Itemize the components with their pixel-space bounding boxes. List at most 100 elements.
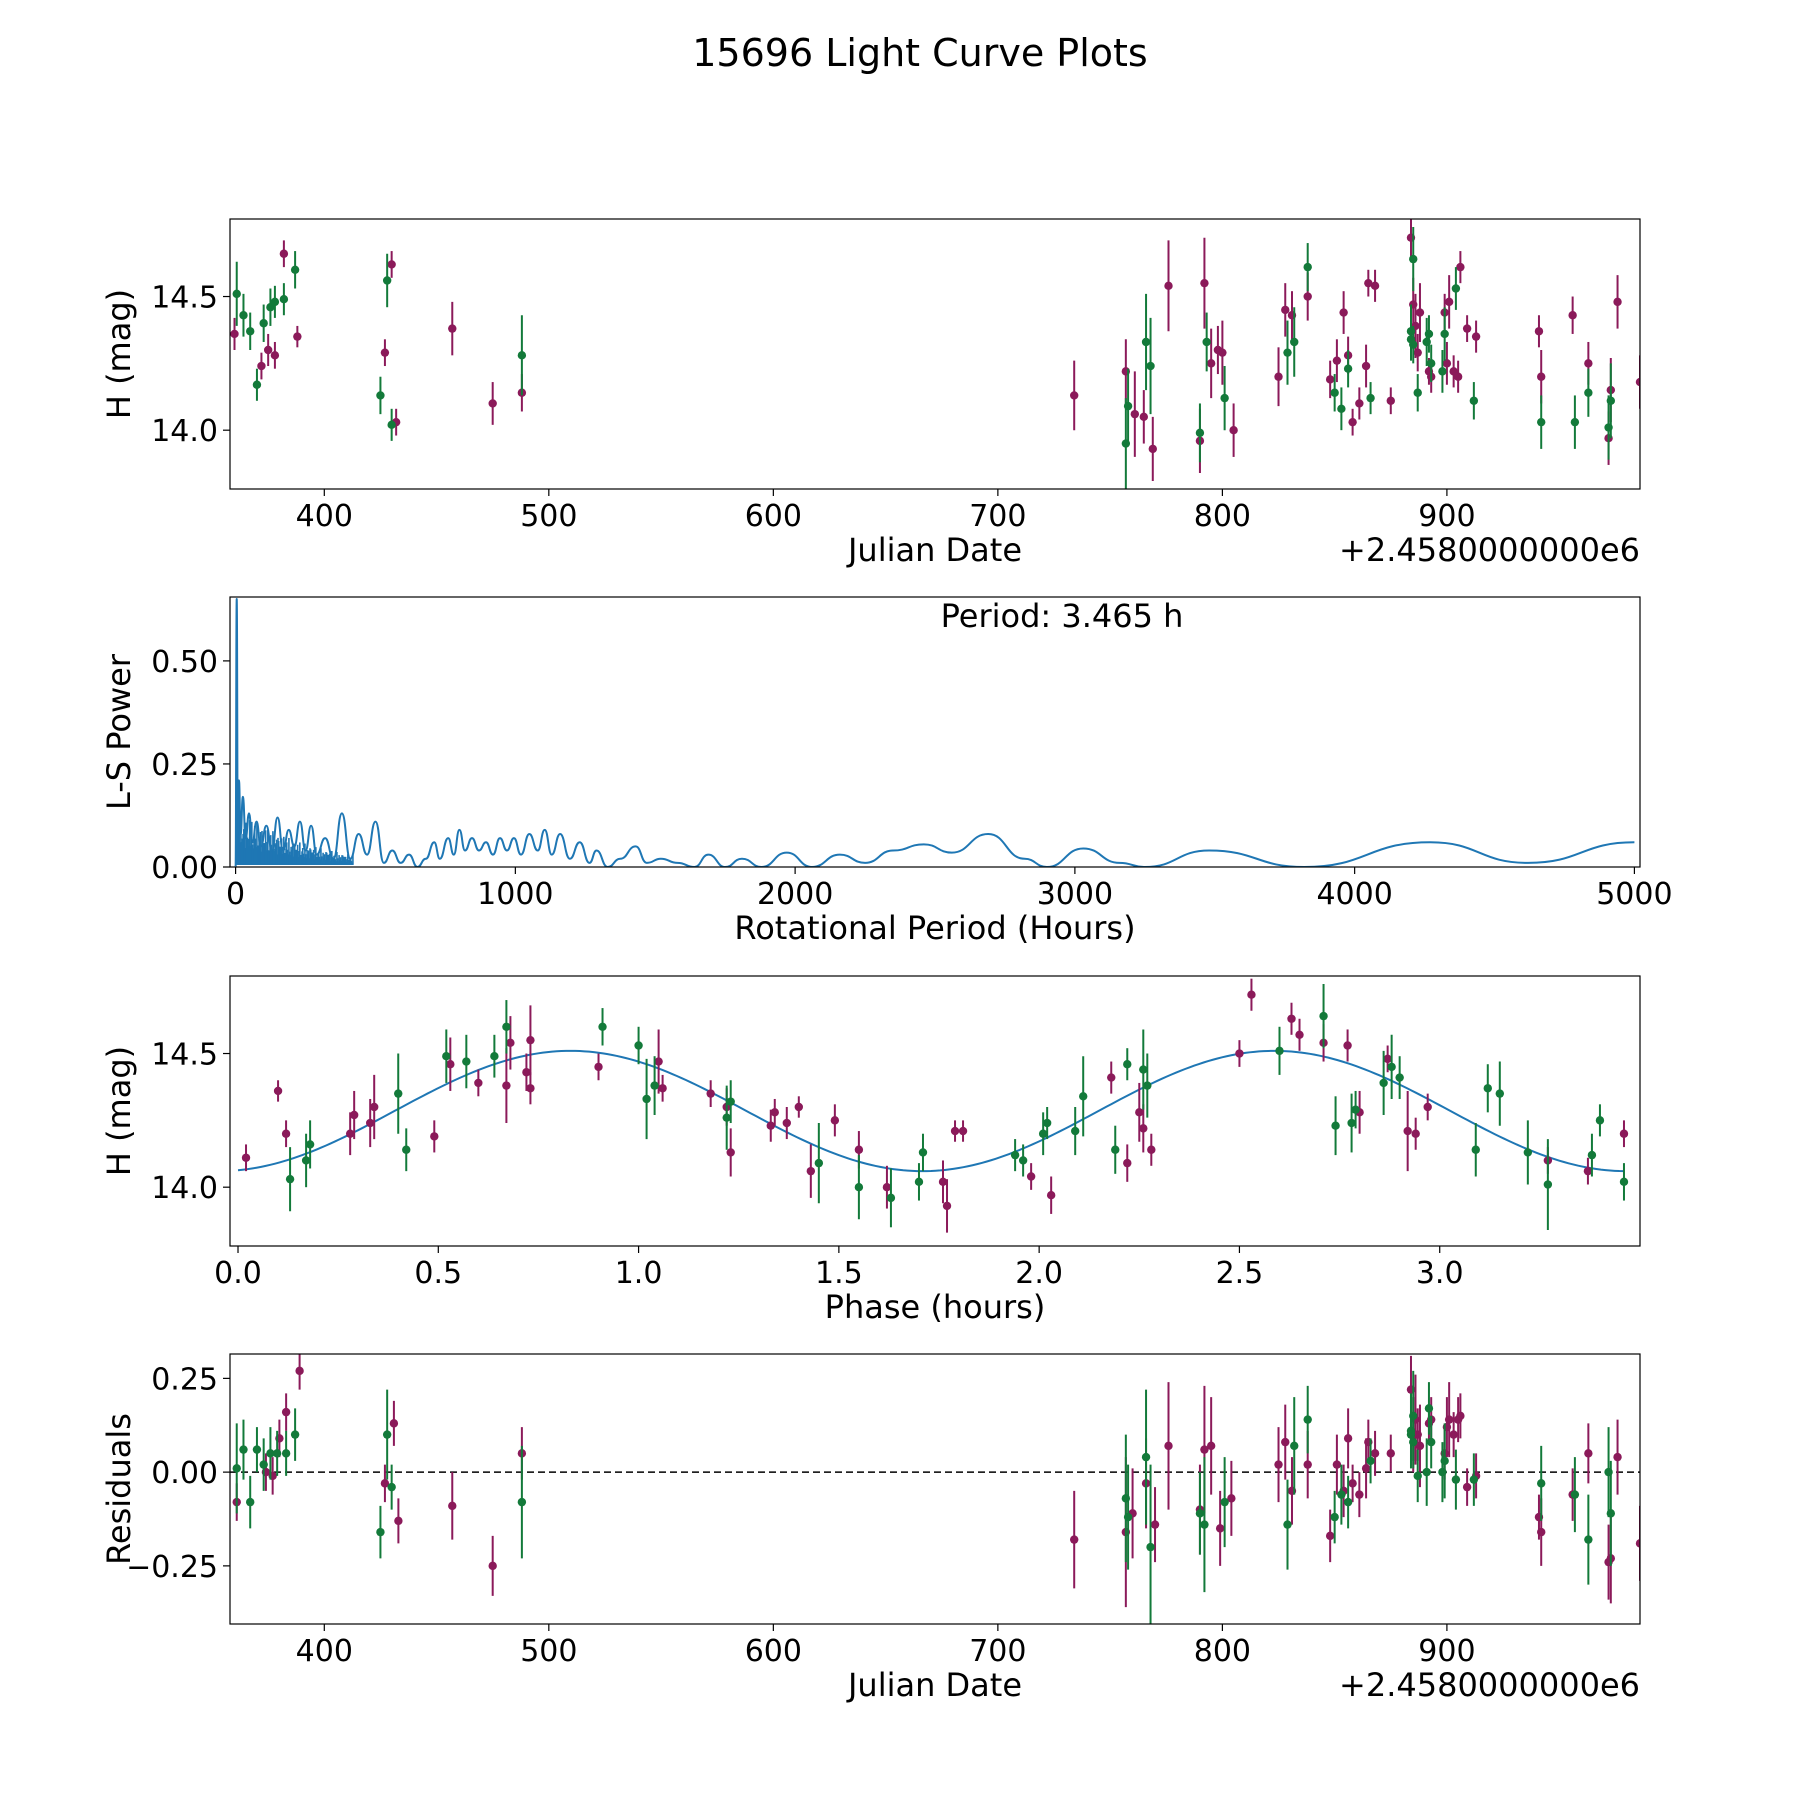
data-point	[1613, 297, 1622, 307]
data-point	[522, 1068, 531, 1077]
data-point	[938, 1177, 948, 1187]
data-point	[1424, 1404, 1434, 1413]
data-point	[1635, 377, 1640, 387]
data-point	[270, 351, 280, 360]
data-point	[1386, 1449, 1395, 1458]
fit-curve	[237, 1049, 1625, 1173]
x-tick-label: 0	[226, 877, 245, 912]
data-point	[1111, 1145, 1120, 1154]
data-point	[273, 1086, 283, 1096]
data-point	[1295, 1030, 1304, 1040]
y-axis-label: H (mag)	[100, 289, 138, 419]
data-point	[1343, 1434, 1353, 1443]
plot-area	[234, 597, 1635, 867]
data-point	[246, 327, 255, 336]
subplot-lightcurve: 400 500 600 700 800 900 14.0 14.5 Julian Date H (…	[100, 218, 1641, 569]
data-point	[1387, 1062, 1396, 1072]
data-point	[488, 399, 497, 408]
data-point	[1331, 1121, 1340, 1130]
data-point	[290, 1430, 300, 1439]
data-point	[1332, 1460, 1342, 1469]
x-tick-label: 4000	[1316, 877, 1392, 912]
data-point	[272, 1449, 282, 1458]
data-point	[1107, 1073, 1116, 1082]
data-point	[1440, 1456, 1449, 1466]
data-point	[266, 1449, 275, 1458]
data-point	[886, 1193, 896, 1203]
data-point	[1409, 1411, 1418, 1421]
data-point	[1218, 348, 1227, 357]
data-point	[1130, 409, 1140, 419]
y-tick-label: 0.25	[151, 1362, 218, 1397]
data-point	[394, 1516, 403, 1526]
x-axis-label: Rotational Period (Hours)	[734, 909, 1135, 947]
data-point	[1229, 425, 1238, 435]
data-point	[389, 1419, 399, 1428]
data-point	[1164, 1441, 1173, 1451]
data-point	[295, 1366, 304, 1376]
data-point	[448, 324, 457, 333]
data-point	[1274, 1460, 1283, 1469]
data-point	[230, 329, 239, 339]
data-point	[517, 1497, 527, 1507]
x-tick-label: 2.5	[1216, 1256, 1264, 1291]
data-point	[1366, 393, 1375, 403]
data-point	[794, 1102, 804, 1112]
data-point	[1442, 359, 1452, 368]
data-point	[1348, 417, 1357, 427]
data-point	[1495, 1089, 1505, 1098]
data-point	[1290, 337, 1299, 347]
x-tick-label: 600	[745, 499, 802, 534]
y-axis-label: Residuals	[100, 1413, 138, 1565]
data-point	[1195, 428, 1205, 438]
x-axis-label: Phase (hours)	[825, 1288, 1046, 1326]
data-point	[1303, 1460, 1312, 1469]
data-point	[594, 1062, 603, 1072]
x-tick-label: 800	[1194, 499, 1251, 534]
x-tick-label: 900	[1418, 1634, 1475, 1669]
data-point	[706, 1089, 715, 1098]
data-point	[1413, 388, 1422, 397]
data-point	[1409, 254, 1418, 264]
data-point	[387, 1482, 396, 1492]
data-point	[239, 311, 248, 320]
data-point	[1070, 1126, 1080, 1136]
data-point	[1451, 1475, 1461, 1484]
figure-title: 15696 Light Curve Plots	[692, 31, 1147, 75]
data-point	[1303, 262, 1312, 272]
data-point	[770, 1108, 779, 1117]
data-point	[1195, 1509, 1205, 1518]
data-point	[650, 1081, 659, 1090]
data-point	[305, 1140, 315, 1149]
y-tick-label: 0.50	[151, 645, 218, 680]
data-point	[1587, 1150, 1597, 1160]
axes-frame	[229, 218, 1641, 490]
data-point	[1018, 1156, 1028, 1165]
data-point	[1148, 444, 1157, 454]
data-point	[1206, 1441, 1216, 1451]
data-point	[1332, 356, 1342, 365]
x-tick-label: 600	[745, 1634, 802, 1669]
data-point	[914, 1177, 924, 1187]
data-point	[654, 1057, 663, 1066]
data-point	[1462, 1482, 1472, 1492]
data-point	[918, 1148, 928, 1157]
data-point	[1584, 1449, 1593, 1458]
data-point	[387, 260, 396, 269]
x-tick-label: 700	[969, 499, 1026, 534]
data-point	[1568, 311, 1577, 320]
data-point	[232, 289, 241, 299]
data-point	[1038, 1129, 1048, 1138]
data-point	[1355, 1490, 1364, 1499]
data-point	[766, 1121, 775, 1130]
data-point	[1079, 1092, 1088, 1101]
series-green	[232, 227, 1616, 489]
data-point	[1337, 404, 1346, 414]
data-point	[279, 249, 289, 258]
data-point	[382, 276, 392, 285]
data-point	[382, 1430, 392, 1439]
data-point	[506, 1038, 515, 1048]
data-point	[1337, 1490, 1346, 1499]
data-point	[1202, 337, 1211, 347]
x-axis-offset-label: +2.4580000000e6	[1339, 1666, 1640, 1704]
